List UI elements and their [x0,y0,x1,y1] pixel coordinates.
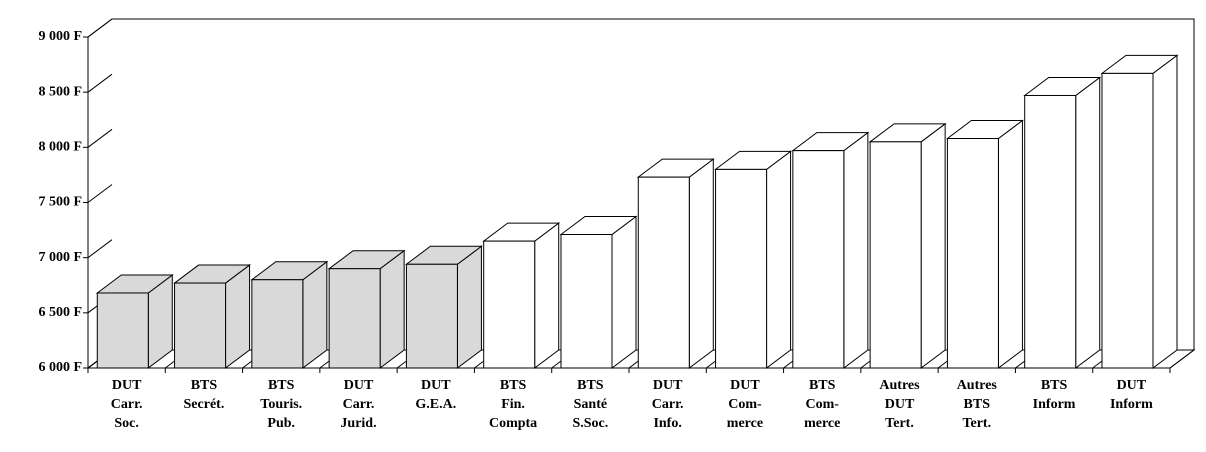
y-tick-label: 6 500 F [38,305,82,320]
x-tick-label: Compta [489,416,537,431]
x-tick-label: Touris. [260,397,302,412]
x-tick-label: BTS [809,378,836,393]
x-tick-label: Com- [728,397,762,412]
floor-divider [1169,349,1195,369]
bar [405,263,458,369]
y-tick-label: 7 000 F [38,250,82,265]
bar [1101,72,1154,369]
y-tick-label: 8 500 F [38,84,82,99]
x-tick-label: merce [727,416,763,431]
bar-side [302,260,328,369]
bar-side [611,215,637,369]
x-tick-label: Info. [653,416,681,431]
x-tick-label: Tert. [962,416,991,431]
bar-side [534,222,560,369]
x-tick-label: Carr. [111,397,143,412]
y-tick-label: 6 000 F [38,360,82,375]
x-tick-label: DUT [653,378,683,393]
y-tick-diagonal [87,18,113,38]
bar [251,279,304,369]
x-tick-label: BTS [1041,378,1068,393]
x-tick-label: Santé [574,397,607,412]
y-tick-diagonal [87,73,113,93]
x-tick-label: DUT [1117,378,1147,393]
x-tick-label: merce [804,416,840,431]
x-tick-label: BTS [577,378,604,393]
bar [792,150,845,369]
bar-side [1075,76,1101,369]
bar [328,268,381,369]
x-tick-label: Inform [1033,397,1076,412]
x-tick-label: DUT [344,378,374,393]
x-tick-label: DUT [730,378,760,393]
x-tick-label: S.Soc. [572,416,608,431]
x-tick-label: Inform [1110,397,1153,412]
y-tick-diagonal [87,239,113,259]
y-tick-diagonal [87,184,113,203]
x-tick-label: Autres [957,378,998,393]
x-tick-label: Jurid. [340,416,376,431]
x-tick-label: Fin. [501,397,525,412]
bar-side [997,119,1023,369]
bar [715,168,768,369]
x-tick-label: Autres [879,378,920,393]
x-tick-label: BTS [500,378,527,393]
x-tick-label: Secrét. [184,397,225,412]
y-tick-diagonal [87,128,113,148]
y-tick-label: 7 500 F [38,195,82,210]
x-tick-label: DUT [421,378,451,393]
x-tick-label: BTS [964,397,991,412]
bar-side [1152,54,1178,369]
x-tick-label: Carr. [652,397,684,412]
x-tick-label: DUT [112,378,142,393]
bar [1024,94,1077,369]
bar-side [920,122,946,369]
bar-side [456,245,482,369]
bar-side [766,150,792,369]
bar [869,141,922,369]
x-tick-label: BTS [191,378,218,393]
x-tick-label: Carr. [343,397,375,412]
y-tick-label: 9 000 F [38,29,82,44]
x-tick-label: Com- [805,397,839,412]
bar [96,292,149,369]
bar [174,282,227,369]
x-tick-label: DUT [885,397,915,412]
x-tick-label: Pub. [267,416,295,431]
bar-side [843,131,869,369]
bar [946,138,999,369]
bar-side [379,249,405,369]
bar-side [688,158,714,369]
bar [637,176,690,369]
x-tick-label: Soc. [114,416,139,431]
bar [483,240,536,369]
x-tick-label: BTS [268,378,295,393]
bar [560,233,613,369]
x-tick-label: G.E.A. [415,397,456,412]
y-tick-label: 8 000 F [38,140,82,155]
x-tick-label: Tert. [885,416,914,431]
